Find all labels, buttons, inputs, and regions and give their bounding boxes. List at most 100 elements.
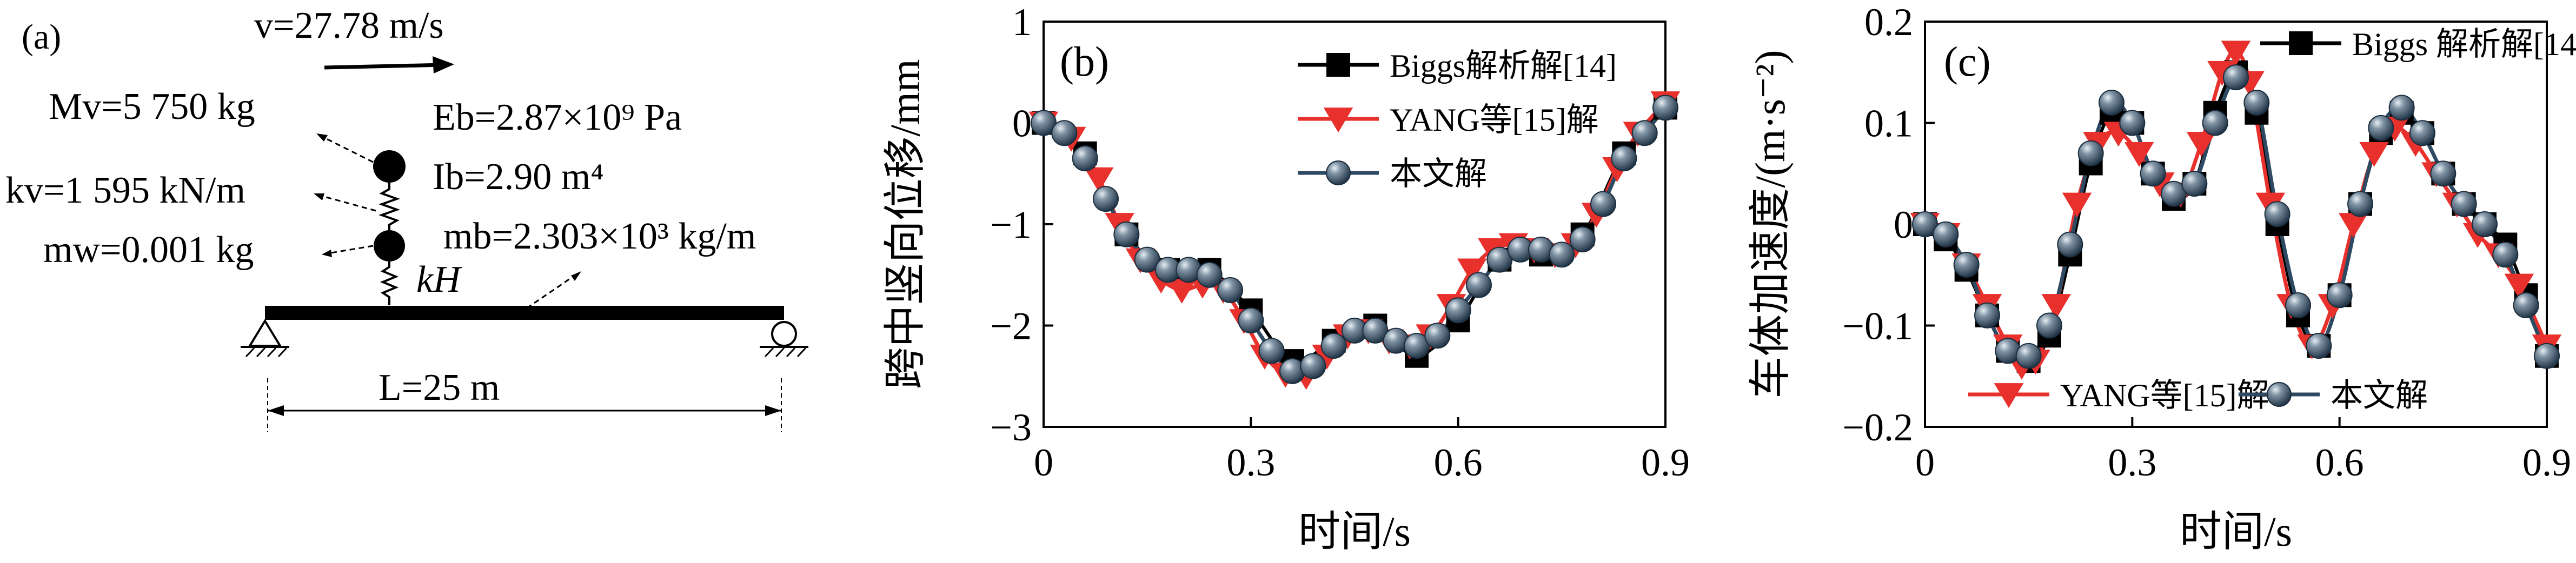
c-legend-label: 本文解 [2331,378,2428,413]
b-legend-marker [1326,53,1350,77]
c-data-point-sphere [2430,160,2457,187]
c-legend-marker [2289,31,2313,55]
c-data-point-sphere [1933,221,1959,247]
c-data-point-triangle-down [2359,142,2389,167]
c-data-point-sphere [2534,343,2560,369]
panel-b-ylabel: 跨中竖向位移/mm [881,59,928,389]
c-data-point-sphere [1974,302,2000,329]
c-xtick-label: 0.9 [2522,441,2571,484]
c-ytick-label: −0.1 [1842,305,1913,348]
b-data-point-sphere [1238,307,1264,334]
c-data-point-sphere [2223,64,2249,91]
c-series-line-square [1924,70,2548,364]
c-data-point-sphere [2388,95,2415,121]
elastic-modulus-label: Eb=2.87×10⁹ Pa [433,97,682,138]
panel-c-xlabel: 时间/s [2180,508,2292,555]
b-legend-label: YANG等[15]解 [1390,102,1599,138]
c-data-point-triangle-down [2124,142,2154,167]
b-data-point-sphere [1051,120,1078,146]
b-data-point-sphere [1631,120,1658,146]
c-data-point-sphere [2285,292,2311,318]
c-legend-label: Biggs 解析解[14] [2352,26,2576,62]
b-data-point-sphere [1072,145,1098,172]
b-data-point-sphere [1196,262,1223,288]
b-data-point-sphere [1217,277,1243,303]
c-data-point-triangle-down [2062,192,2092,218]
b-data-point-sphere [1404,333,1430,359]
b-ytick-label: −2 [990,305,1032,348]
c-ytick-label: 0 [1894,203,1913,246]
c-legend-marker [2267,382,2292,407]
panel-c-legend: Biggs 解析解[14] YANG等[15]解 本文解 [1968,26,2576,413]
b-xtick-label: 0.6 [1434,441,1483,484]
b-data-point-triangle-down [1167,278,1197,304]
b-ytick-label: 0 [1012,102,1032,145]
c-data-point-sphere [2099,90,2124,116]
c-data-point-sphere [2492,242,2519,268]
b-xtick-label: 0 [1034,441,1053,484]
c-data-point-sphere [2368,115,2394,141]
b-data-point-sphere [1424,323,1451,349]
b-legend-label: Biggs解析解[14] [1390,48,1617,84]
c-ytick-label: 0.2 [1864,1,1913,44]
c-xtick-label: 0.6 [2315,441,2364,484]
b-xtick-label: 0.9 [1641,441,1690,484]
c-data-point-triangle-down [2041,294,2072,319]
c-xtick-label: 0.3 [2108,441,2156,484]
b-data-point-sphere [1031,110,1057,136]
b-data-point-sphere [1300,353,1326,379]
c-data-point-sphere [2243,90,2270,116]
pointer-wheel-mass-head [322,250,332,257]
panel-c-chart: (c) 车体加速度/(m·s⁻²) 时间/s 0 0.3 0.6 0.9 0.2 0.1 0… [1747,1,2576,555]
c-data-point-sphere [2264,201,2290,227]
c-data-point-sphere [2036,312,2062,339]
c-data-point-triangle-down [2186,132,2216,157]
b-data-point-sphere [1549,242,1575,268]
span-arrow-left [268,405,284,416]
beam-mass-label: mb=2.303×10³ kg/m [443,216,756,257]
b-data-point-sphere [1466,272,1492,298]
c-legend-label: YANG等[15]解 [2060,378,2269,413]
c-data-point-sphere [1912,211,1938,237]
right-support-hatch [764,347,807,358]
c-data-point-triangle-down [2338,213,2368,238]
b-data-point-sphere [1258,338,1285,364]
c-data-point-sphere [2347,191,2373,217]
velocity-label: v=27.78 m/s [254,5,444,46]
b-data-point-triangle-down [1084,167,1114,192]
c-series-line-sphere [1924,75,2549,360]
b-data-point-sphere [1611,145,1637,172]
c-data-point-sphere [2161,180,2187,207]
left-support-hatch [245,347,288,358]
c-data-point-sphere [2202,110,2228,136]
b-data-point-triangle-down [1457,258,1487,284]
c-data-point-sphere [2015,343,2042,369]
c-data-point-triangle-down [2504,273,2534,299]
b-data-point-sphere [1093,186,1119,212]
left-pin-support [248,319,282,347]
b-ytick-label: −3 [990,406,1032,449]
c-data-point-sphere [2451,191,2477,217]
inertia-label: Ib=2.90 m⁴ [433,156,604,198]
b-data-point-sphere [1445,297,1471,324]
c-data-point-sphere [2306,333,2332,359]
b-data-point-sphere [1134,246,1160,273]
vehicle-mass-label: Mv=5 750 kg [49,86,255,128]
bridge-beam [265,306,784,320]
b-legend-marker [1323,108,1353,133]
velocity-arrowhead [433,56,454,73]
panel-a-schematic: (a) v=27.78 m/s Mv=5 750 kg kv=1 595 kN/… [5,5,808,432]
c-ytick-label: −0.2 [1842,406,1913,449]
b-ytick-label: −1 [990,203,1032,246]
length-label: L=25 m [379,367,500,408]
contact-spring-label: kH [416,259,462,300]
vehicle-spring-label: kv=1 595 kN/m [5,170,245,211]
c-data-point-sphere [2409,120,2435,146]
right-roller-support [771,321,797,347]
panel-c-label: (c) [1944,38,1991,85]
c-data-point-sphere [2119,110,2146,136]
b-legend-marker [1326,160,1351,185]
c-legend-marker [1994,383,2024,408]
